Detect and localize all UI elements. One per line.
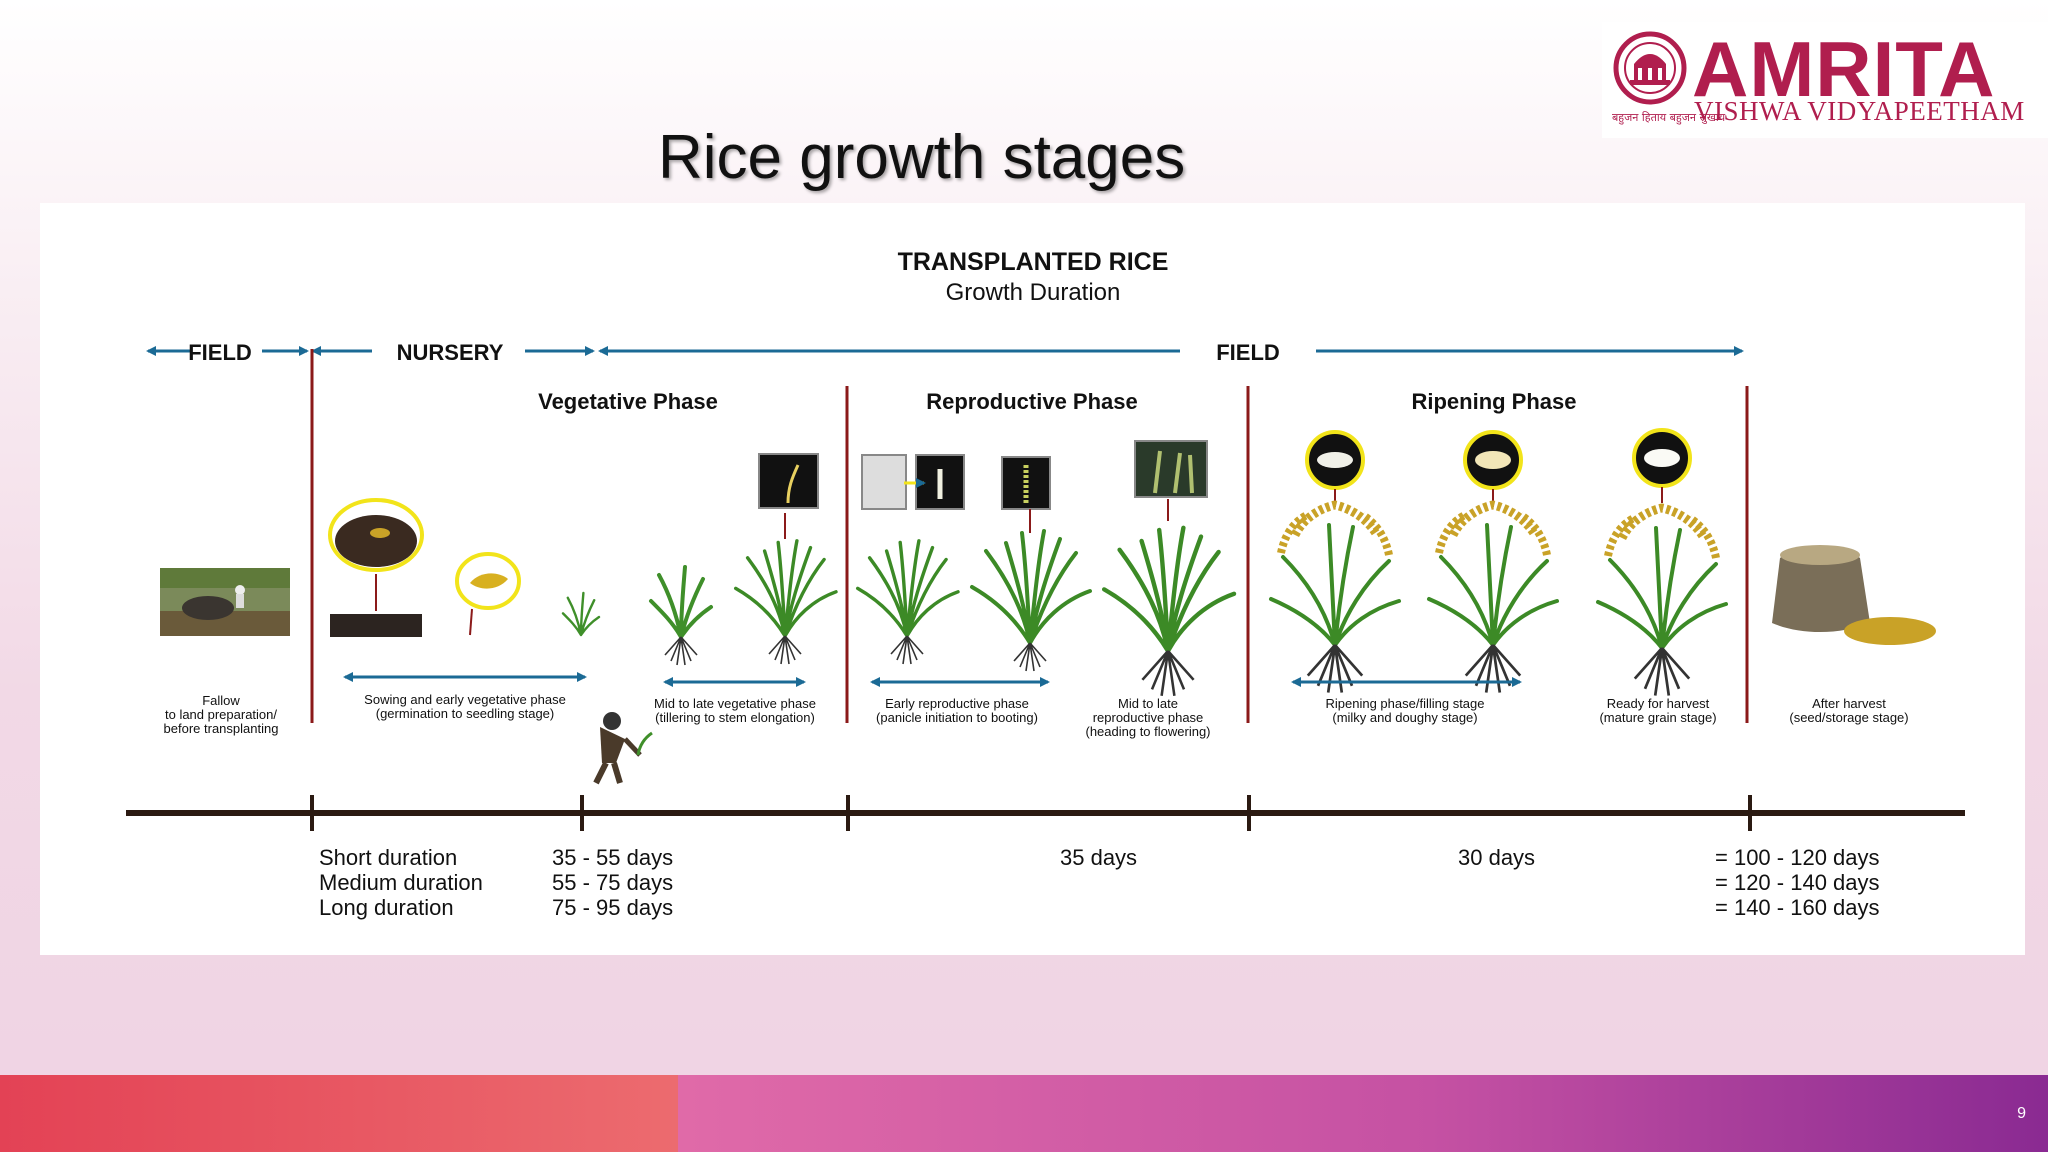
diagram-canvas: TRANSPLANTED RICE Growth Duration FIELD … (126, 248, 1965, 920)
amrita-logo: AMRITA VISHWA VIDYAPEETHAM बहुजन हिताय ब… (1602, 22, 2048, 138)
stage-ripening-line2: (milky and doughy stage) (1332, 710, 1477, 725)
flowering-plant-image (1104, 440, 1234, 698)
stage-ready-line1: Ready for harvest (1607, 696, 1710, 711)
stage-sowing-line2: (germination to seedling stage) (376, 706, 555, 721)
slide-title: Rice growth stages (658, 123, 1186, 192)
farmer-figure (593, 712, 653, 785)
seed-germination-image (328, 498, 521, 637)
stage-sowing-line1: Sowing and early vegetative phase (364, 692, 566, 707)
nursery-label: NURSERY (397, 340, 504, 365)
vegetative-phase-label: Vegetative Phase (538, 389, 718, 414)
ripening-phase-label: Ripening Phase (1411, 389, 1576, 414)
fallow-field-image (160, 568, 290, 636)
logo-subtitle: VISHWA VIDYAPEETHAM (1694, 96, 2025, 126)
logo-name: AMRITA (1692, 25, 1996, 113)
diagram-title: TRANSPLANTED RICE (898, 248, 1169, 276)
timeline-axis (126, 795, 1965, 831)
diagram-subtitle: Growth Duration (946, 279, 1121, 306)
stage-earlyrepro-line1: Early reproductive phase (885, 696, 1029, 711)
rice-growth-diagram: TRANSPLANTED RICE Growth Duration FIELD … (40, 203, 2025, 955)
stage-fallow-line2: to land preparation/ (165, 707, 277, 722)
university-seal-icon (1613, 31, 1687, 105)
stage-fallow-line3: before transplanting (164, 721, 279, 736)
stage-after-line1: After harvest (1812, 696, 1886, 711)
stage-earlyrepro-line2: (panicle initiation to booting) (876, 710, 1038, 725)
duration-type-medium: Medium duration (319, 870, 483, 895)
logo-tagline: बहुजन हिताय बहुजन सुखाय (1612, 111, 1726, 124)
vegetative-days-long: 75 - 95 days (552, 895, 673, 920)
stage-midrepro-line1: Mid to late (1118, 696, 1178, 711)
stage-ready-line2: (mature grain stage) (1599, 710, 1716, 725)
phase-dividers (310, 349, 1749, 723)
total-days-medium: = 120 - 140 days (1715, 870, 1880, 895)
duration-type-long: Long duration (319, 895, 454, 920)
ripening-days: 30 days (1458, 845, 1535, 870)
stage-after-line2: (seed/storage stage) (1789, 710, 1908, 725)
stage-midveg-line1: Mid to late vegetative phase (654, 696, 816, 711)
reproductive-phase-label: Reproductive Phase (926, 389, 1138, 414)
grain-sack-image (1772, 545, 1936, 645)
stage-midrepro-line3: (heading to flowering) (1085, 724, 1210, 739)
vegetative-days-short: 35 - 55 days (552, 845, 673, 870)
footer-bar-left (0, 1075, 678, 1152)
stage-range-arrows (343, 672, 1522, 687)
location-arrows: FIELD NURSERY FIELD (146, 340, 1744, 365)
stage-ripening-line1: Ripening phase/filling stage (1326, 696, 1485, 711)
page-number: 9 (2017, 1105, 2026, 1122)
field-left-label: FIELD (188, 340, 252, 365)
footer-bar (0, 1075, 2048, 1152)
booting-plant-image (856, 454, 1092, 672)
field-right-label: FIELD (1216, 340, 1280, 365)
total-days-short: = 100 - 120 days (1715, 845, 1880, 870)
ripening-plant-images (1271, 428, 1726, 697)
vegetative-days-medium: 55 - 75 days (552, 870, 673, 895)
reproductive-days: 35 days (1060, 845, 1137, 870)
stage-midveg-line2: (tillering to stem elongation) (655, 710, 815, 725)
footer-bar-right (678, 1075, 2048, 1152)
tillering-plant-image (734, 453, 838, 665)
duration-type-short: Short duration (319, 845, 457, 870)
stage-fallow-line1: Fallow (202, 693, 240, 708)
stage-midrepro-line2: reproductive phase (1093, 710, 1204, 725)
total-days-long: = 140 - 160 days (1715, 895, 1880, 920)
